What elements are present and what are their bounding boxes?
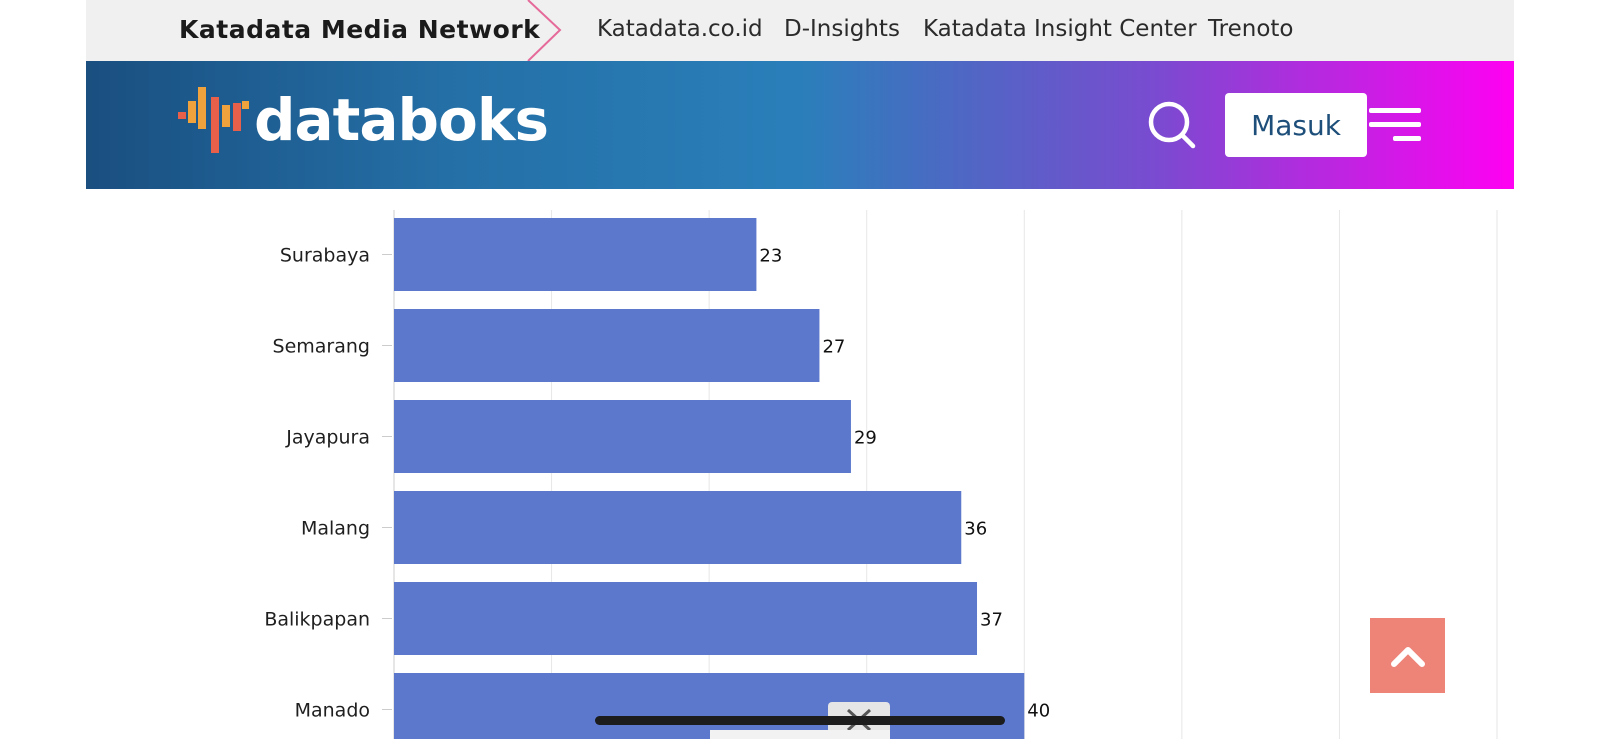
search-button[interactable] [1146, 99, 1200, 153]
bar-chart: Surabaya 23 Semarang 27 Jayapura 29 Malang 36 Ba… [0, 189, 1600, 739]
chart-svg: Surabaya 23 Semarang 27 Jayapura 29 Malang 36 Ba… [264, 210, 1498, 739]
databoks-logo[interactable]: databoks [178, 86, 549, 154]
data-label: 23 [759, 246, 782, 267]
chevron-up-icon [1390, 646, 1425, 667]
bar [394, 218, 757, 291]
data-label: 37 [980, 610, 1003, 631]
network-link-trenoto[interactable]: Trenoto [1208, 16, 1294, 42]
category-label: Manado [295, 700, 370, 722]
search-icon [1148, 101, 1196, 149]
category-label: Jayapura [285, 427, 370, 449]
network-link-insight-center[interactable]: Katadata Insight Center [923, 16, 1197, 42]
site-header: databoks Masuk [86, 61, 1514, 189]
data-label: 36 [964, 519, 987, 540]
scroll-to-top-button[interactable] [1370, 618, 1445, 693]
category-label: Semarang [273, 336, 370, 358]
network-bar: Katadata Media Network Katadata.co.id D-… [86, 0, 1514, 61]
chevron-right-icon [527, 0, 562, 61]
bar [394, 400, 851, 473]
logo-bars-icon [178, 87, 249, 153]
menu-button[interactable] [1369, 105, 1425, 145]
network-link-katadata[interactable]: Katadata.co.id [597, 16, 763, 42]
network-title: Katadata Media Network [179, 15, 541, 44]
network-link-d-insights[interactable]: D-Insights [784, 16, 900, 42]
login-button[interactable]: Masuk [1225, 93, 1367, 157]
scroll-indicator [595, 716, 1005, 725]
bar [394, 582, 978, 655]
hamburger-menu-icon [1369, 108, 1421, 141]
category-label: Surabaya [280, 245, 370, 267]
logo-text: databoks [254, 86, 549, 154]
category-label: Balikpapan [264, 609, 370, 631]
bar [394, 491, 962, 564]
bar [394, 673, 1025, 739]
category-label: Malang [301, 518, 370, 540]
bottom-ad-panel [710, 730, 890, 739]
data-label: 27 [822, 337, 845, 358]
data-label: 40 [1027, 701, 1050, 722]
bar [394, 309, 820, 382]
data-label: 29 [854, 428, 877, 449]
